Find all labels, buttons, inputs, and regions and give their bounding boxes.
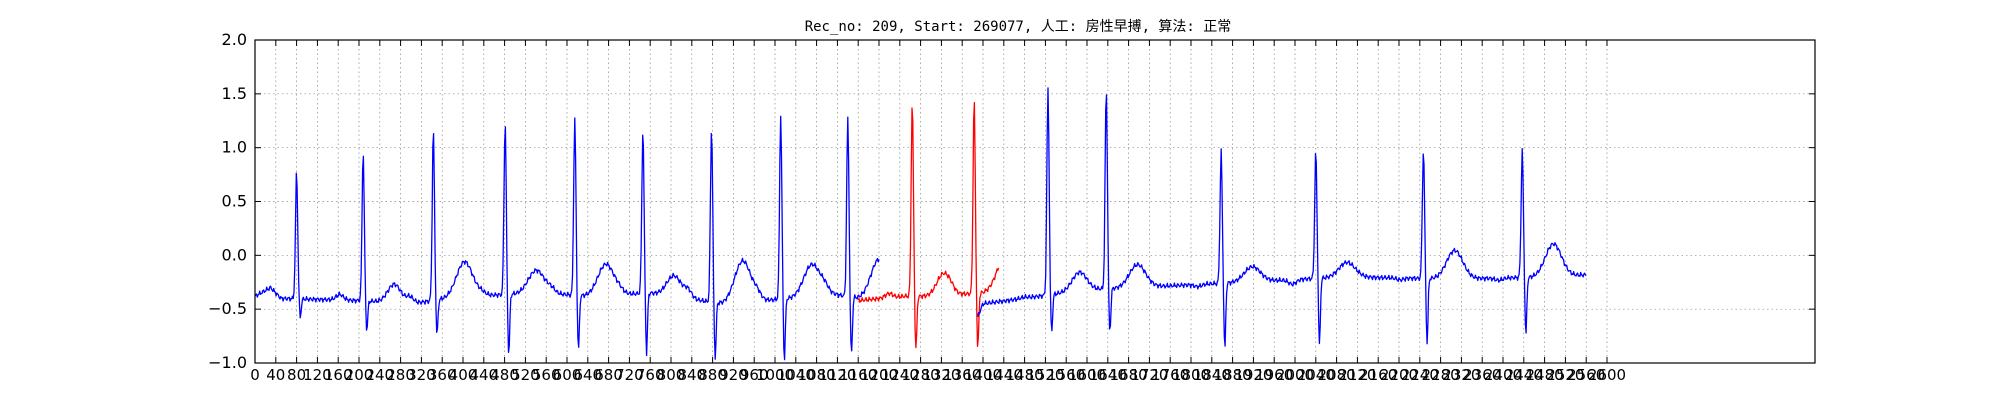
x-tick-label: 2400 bbox=[1484, 366, 1522, 384]
y-tick-label: 2.0 bbox=[222, 30, 247, 49]
x-tick-label: 2160 bbox=[1359, 366, 1397, 384]
x-tick-label: 840 bbox=[677, 366, 706, 384]
x-tick-label: 80 bbox=[287, 366, 306, 384]
x-tick-label: 360 bbox=[428, 366, 457, 384]
x-tick-label: 200 bbox=[345, 366, 374, 384]
x-tick-label: 1040 bbox=[777, 366, 815, 384]
y-tick-label: 1.5 bbox=[222, 84, 247, 103]
y-tick-label: −0.5 bbox=[208, 299, 247, 318]
x-tick-label: 2000 bbox=[1276, 366, 1314, 384]
x-tick-label: 2320 bbox=[1442, 366, 1480, 384]
x-tick-label: 560 bbox=[532, 366, 561, 384]
x-tick-label: 240 bbox=[365, 366, 394, 384]
x-tick-label: 680 bbox=[594, 366, 623, 384]
x-tick-label: 1680 bbox=[1110, 366, 1148, 384]
y-tick-label: 0.0 bbox=[222, 245, 247, 264]
x-tick-label: 2560 bbox=[1567, 366, 1605, 384]
ecg-trace-segment-3 bbox=[977, 87, 1587, 347]
x-tick-label: 440 bbox=[469, 366, 498, 384]
x-tick-label: 1000 bbox=[756, 366, 794, 384]
x-tick-label: 2440 bbox=[1505, 366, 1543, 384]
x-tick-label: 2600 bbox=[1588, 366, 1626, 384]
x-tick-label: 1480 bbox=[1006, 366, 1044, 384]
x-tick-label: 760 bbox=[636, 366, 665, 384]
x-tick-label: 1560 bbox=[1047, 366, 1085, 384]
x-tick-label: 120 bbox=[303, 366, 332, 384]
x-tick-label: 1920 bbox=[1234, 366, 1272, 384]
series-group bbox=[254, 87, 1587, 361]
x-axis-ticks: 0 40 8012016020024028032036040044048052056… bbox=[250, 40, 1626, 384]
x-tick-label: 1760 bbox=[1151, 366, 1189, 384]
y-tick-label: 1.0 bbox=[222, 138, 247, 157]
x-tick-label: 2520 bbox=[1546, 366, 1584, 384]
y-tick-label: 0.5 bbox=[222, 192, 247, 211]
x-tick-label: 1200 bbox=[860, 366, 898, 384]
x-tick-label: 1400 bbox=[964, 366, 1002, 384]
x-tick-label: 1960 bbox=[1255, 366, 1293, 384]
x-tick-label: 2240 bbox=[1401, 366, 1439, 384]
x-tick-label: 1880 bbox=[1214, 366, 1252, 384]
x-tick-label: 0 bbox=[250, 366, 260, 384]
x-tick-label: 480 bbox=[490, 366, 519, 384]
x-tick-label: 720 bbox=[615, 366, 644, 384]
x-tick-label: 1440 bbox=[985, 366, 1023, 384]
x-tick-label: 2200 bbox=[1380, 366, 1418, 384]
y-axis-ticks: −1.0 −0.5 0.0 0.5 1.0 1.5 2.0 bbox=[208, 30, 1815, 372]
x-tick-label: 1360 bbox=[943, 366, 981, 384]
x-tick-label: 2280 bbox=[1422, 366, 1460, 384]
x-tick-label: 520 bbox=[511, 366, 540, 384]
chart-title: Rec_no: 209, Start: 269077, 人工: 房性早搏, 算法… bbox=[805, 18, 1232, 35]
x-tick-label: 320 bbox=[407, 366, 436, 384]
x-tick-label: 1640 bbox=[1089, 366, 1127, 384]
x-tick-label: 160 bbox=[324, 366, 353, 384]
ecg-trace-segment-2 bbox=[857, 102, 1000, 349]
x-tick-label: 1160 bbox=[839, 366, 877, 384]
x-tick-label: 2040 bbox=[1297, 366, 1335, 384]
x-tick-label: 600 bbox=[553, 366, 582, 384]
x-tick-label: 40 bbox=[266, 366, 285, 384]
x-tick-label: 1600 bbox=[1068, 366, 1106, 384]
x-tick-label: 640 bbox=[573, 366, 602, 384]
x-tick-label: 1320 bbox=[922, 366, 960, 384]
x-tick-label: 400 bbox=[449, 366, 478, 384]
x-tick-label: 1120 bbox=[818, 366, 856, 384]
x-tick-label: 1280 bbox=[902, 366, 940, 384]
y-tick-label: −1.0 bbox=[208, 353, 247, 372]
x-tick-label: 2080 bbox=[1318, 366, 1356, 384]
x-tick-label: 800 bbox=[657, 366, 686, 384]
x-tick-label: 2360 bbox=[1463, 366, 1501, 384]
x-tick-label: 880 bbox=[698, 366, 727, 384]
ecg-trace-segment-1 bbox=[254, 115, 880, 361]
x-tick-label: 1840 bbox=[1193, 366, 1231, 384]
x-tick-label: 280 bbox=[386, 366, 415, 384]
x-tick-label: 2120 bbox=[1338, 366, 1376, 384]
x-tick-label: 1800 bbox=[1172, 366, 1210, 384]
grid bbox=[254, 39, 1815, 364]
x-tick-label: 1240 bbox=[881, 366, 919, 384]
x-tick-label: 2480 bbox=[1526, 366, 1564, 384]
x-tick-label: 1520 bbox=[1026, 366, 1064, 384]
x-tick-label: 1080 bbox=[798, 366, 836, 384]
x-tick-label: 920 bbox=[719, 366, 748, 384]
x-tick-label: 1720 bbox=[1130, 366, 1168, 384]
x-tick-label: 960 bbox=[740, 366, 769, 384]
